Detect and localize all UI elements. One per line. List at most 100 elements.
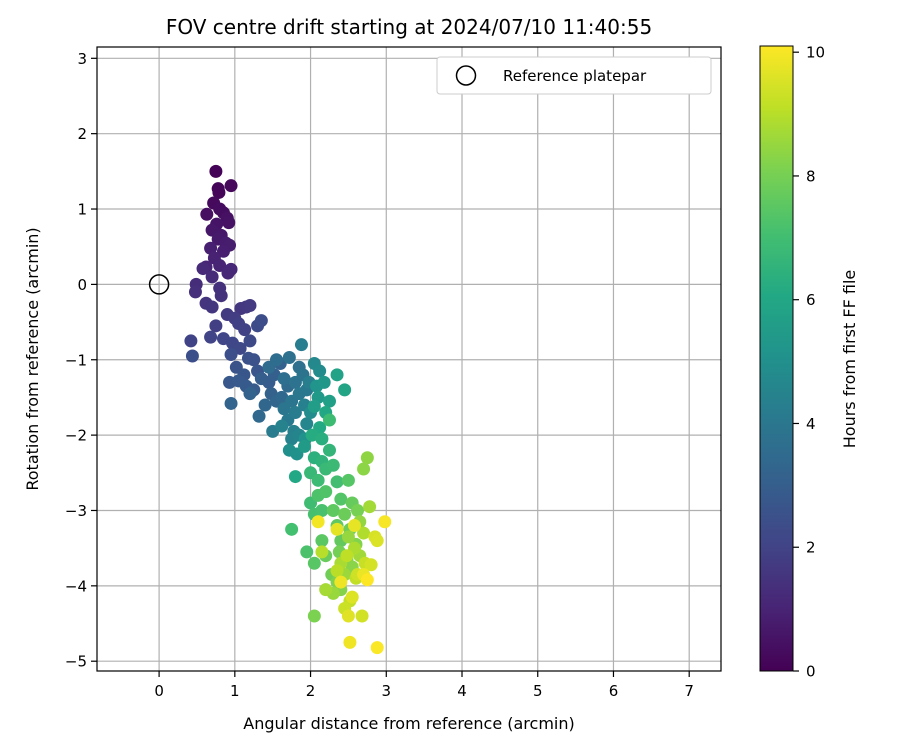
data-point (307, 556, 321, 570)
data-point (378, 515, 392, 529)
data-point (322, 443, 336, 457)
data-point (338, 507, 352, 521)
y-tick-label: −4 (65, 577, 87, 595)
data-point (269, 353, 283, 367)
data-point (204, 241, 218, 255)
data-point (275, 419, 289, 433)
data-point (343, 635, 357, 649)
data-point (196, 262, 210, 276)
legend-marker (455, 65, 477, 86)
x-tick-label: 1 (230, 682, 240, 700)
data-point (238, 323, 252, 337)
colorbar-tick-label: 10 (806, 44, 825, 62)
data-point (334, 492, 348, 506)
data-point (370, 641, 384, 655)
data-point (341, 473, 355, 487)
data-point (200, 207, 214, 221)
y-tick-label: −5 (65, 653, 87, 671)
data-point (254, 314, 268, 328)
data-point (307, 399, 321, 413)
data-point (252, 409, 266, 423)
data-point (288, 470, 302, 484)
data-point (213, 259, 227, 273)
grid-lines (97, 47, 721, 671)
colorbar-label: Hours from first FF file (840, 270, 859, 449)
data-point (184, 334, 198, 348)
data-point (326, 458, 340, 472)
data-point (364, 558, 378, 572)
data-point (224, 396, 238, 410)
data-point (204, 330, 218, 344)
data-point (330, 475, 344, 489)
data-point (254, 372, 268, 386)
data-point (224, 347, 238, 361)
colorbar-tick-label: 8 (806, 167, 816, 185)
data-point (294, 338, 308, 352)
y-axis-ticks: −5 −4 −3 −2 −1 0 1 2 3 (65, 50, 97, 671)
data-point (357, 526, 371, 540)
data-point (282, 350, 296, 364)
reference-platepar-marker (148, 274, 170, 295)
legend: Reference platepar (436, 56, 712, 95)
colorbar-tick-label: 4 (806, 415, 816, 433)
data-point (212, 185, 226, 199)
colorbar-tick-label: 0 (806, 663, 816, 681)
y-tick-label: −2 (65, 427, 87, 445)
data-point (258, 398, 272, 412)
data-point (341, 530, 355, 544)
data-point (315, 432, 329, 446)
data-point (334, 575, 348, 589)
data-point (209, 164, 223, 178)
x-axis-ticks: 0 1 2 3 4 5 6 7 (154, 671, 694, 700)
y-axis-label: Rotation from reference (arcmin) (23, 227, 42, 490)
data-point (311, 473, 325, 487)
colorbar-gradient (759, 45, 794, 672)
x-tick-label: 4 (457, 682, 467, 700)
x-axis-label: Angular distance from reference (arcmin) (243, 714, 574, 733)
data-point (357, 462, 371, 476)
data-point (317, 375, 331, 389)
data-point (205, 270, 219, 284)
data-point (224, 179, 238, 193)
data-point (311, 515, 325, 529)
data-point (338, 383, 352, 397)
data-point (313, 364, 327, 378)
data-point (300, 545, 314, 559)
legend-label: Reference platepar (503, 67, 647, 85)
y-tick-label: 3 (77, 50, 87, 68)
data-point (209, 319, 223, 333)
data-point (340, 549, 354, 563)
data-point (360, 573, 374, 587)
data-point (277, 372, 291, 386)
legend-box (436, 56, 712, 95)
y-tick-label: 1 (77, 201, 87, 219)
data-point (216, 244, 230, 258)
data-points (184, 164, 392, 655)
y-tick-label: 2 (77, 125, 87, 143)
data-point (363, 500, 377, 514)
y-tick-label: −1 (65, 351, 87, 369)
data-point (288, 406, 302, 420)
data-point (185, 349, 199, 363)
data-point (370, 534, 384, 548)
x-tick-label: 7 (684, 682, 694, 700)
data-point (297, 439, 311, 453)
data-point (205, 300, 219, 314)
data-point (307, 609, 321, 623)
data-point (322, 394, 336, 408)
data-point (315, 503, 329, 517)
data-point (243, 387, 257, 401)
colorbar-tick-label: 2 (806, 539, 816, 557)
data-point (360, 451, 374, 465)
x-tick-label: 6 (609, 682, 619, 700)
data-point (222, 216, 236, 230)
data-point (319, 583, 333, 597)
data-point (214, 289, 228, 303)
plot-frame (96, 46, 722, 672)
y-tick-label: 0 (77, 276, 87, 294)
colorbar: 0 2 4 6 8 10 Hours from first FF file (759, 44, 859, 681)
x-tick-label: 3 (382, 682, 392, 700)
data-point (300, 417, 314, 431)
data-point (247, 353, 261, 367)
